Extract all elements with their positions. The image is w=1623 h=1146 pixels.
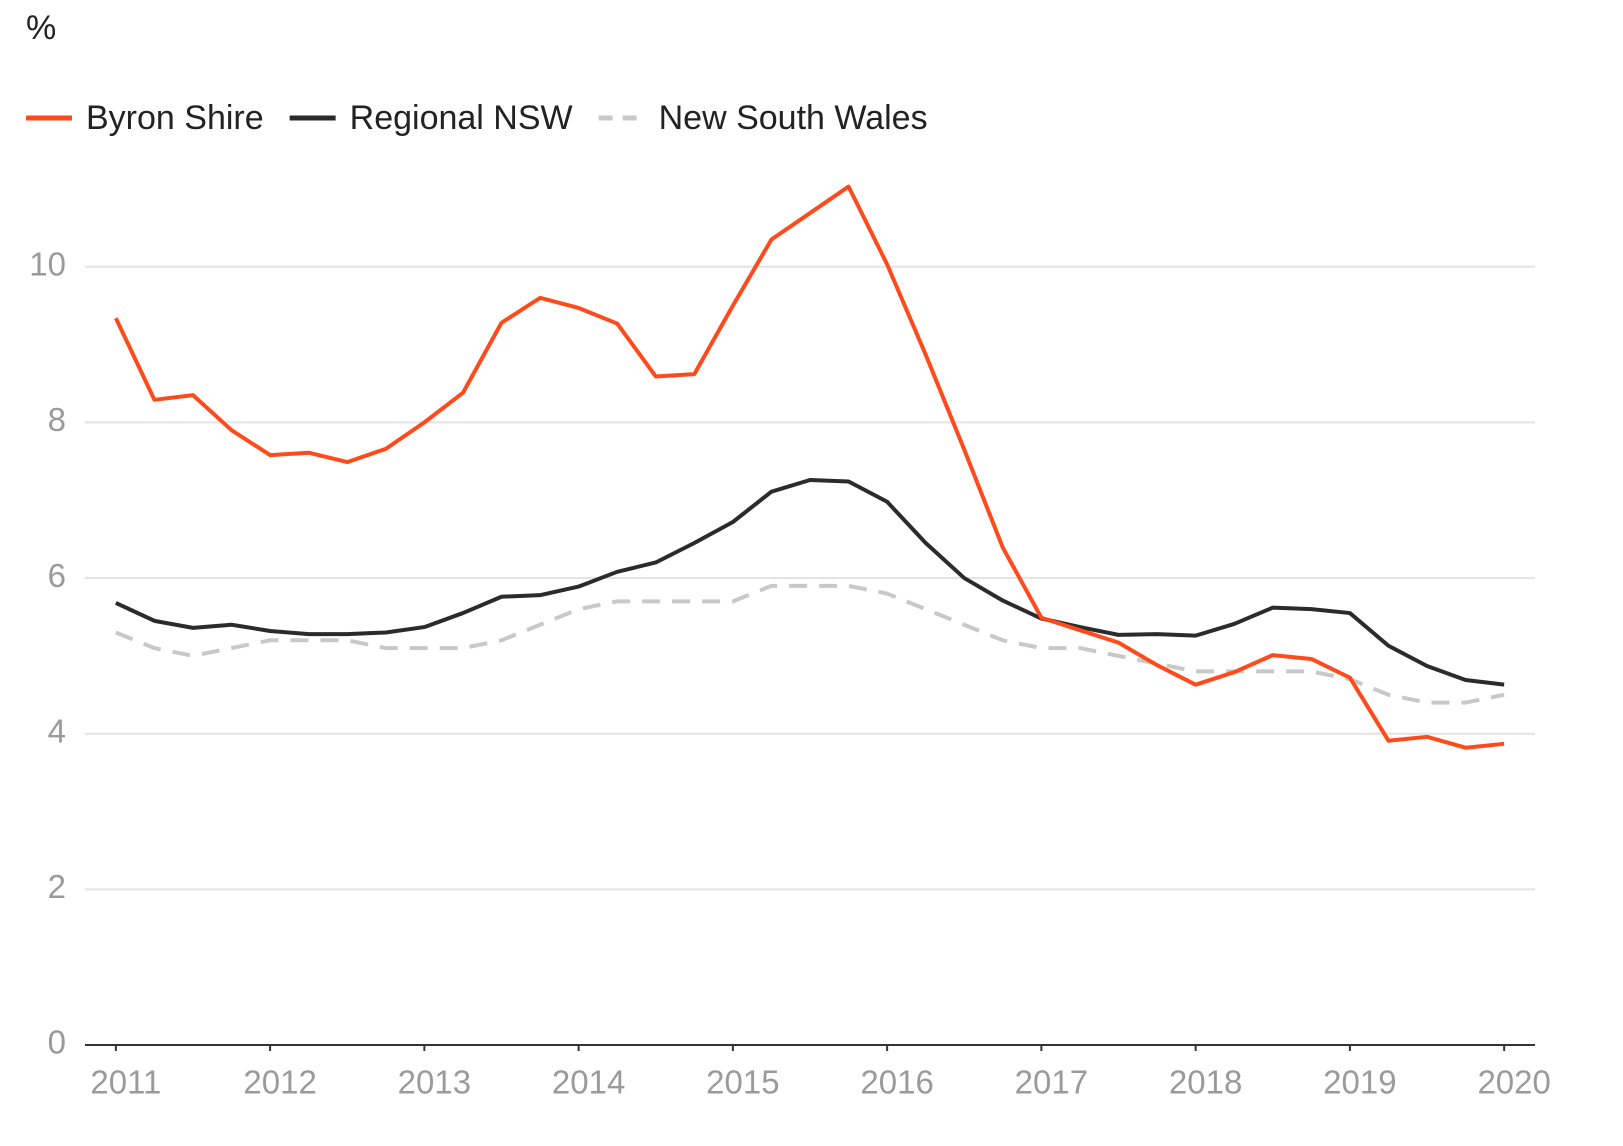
x-tick-label: 2015 (706, 1064, 779, 1101)
y-tick-label: 4 (48, 712, 66, 749)
x-tick-label: 2014 (552, 1064, 625, 1101)
y-axis-label: % (26, 9, 56, 47)
x-tick-label: 2017 (1015, 1064, 1088, 1101)
x-tick-label: 2019 (1323, 1064, 1396, 1101)
x-tick-label: 2011 (90, 1064, 161, 1101)
x-tick-label: 2013 (398, 1064, 471, 1101)
series-line (114, 184, 1505, 750)
legend-label: Byron Shire (86, 99, 264, 137)
series-line (115, 583, 1505, 705)
y-tick-label: 6 (48, 557, 66, 594)
y-tick-label: 2 (48, 868, 66, 905)
legend-label: Regional NSW (350, 99, 573, 137)
y-tick-label: 8 (48, 401, 66, 438)
legend-label: New South Wales (659, 99, 928, 137)
x-tick-label: 2016 (860, 1064, 933, 1101)
x-tick-label: 2012 (243, 1064, 316, 1101)
y-tick-label: 0 (48, 1024, 66, 1061)
y-tick-label: 10 (29, 245, 66, 282)
series-line (115, 477, 1505, 687)
x-tick-label: 2018 (1169, 1064, 1242, 1101)
x-tick-label: 2020 (1477, 1064, 1550, 1101)
